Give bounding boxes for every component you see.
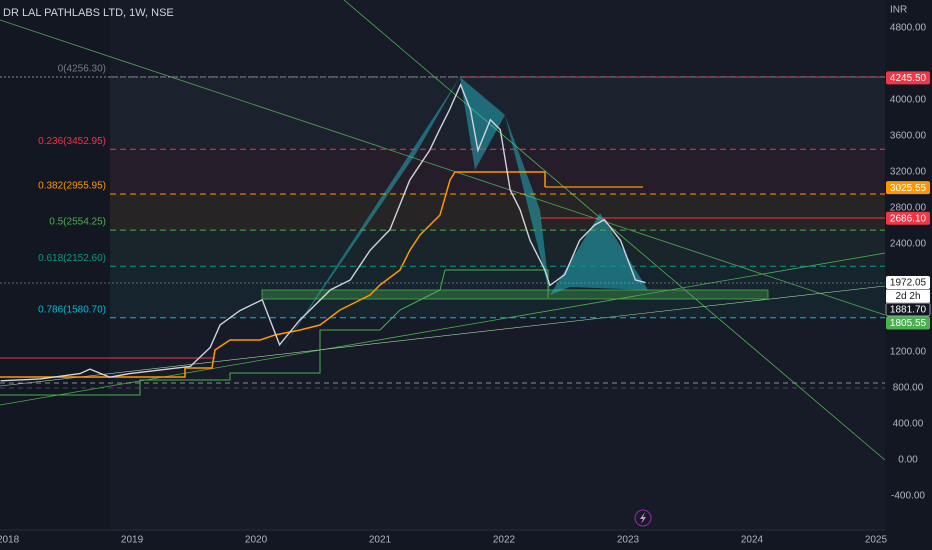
- y-tick-label: -400.00: [891, 491, 925, 502]
- fib-zone: [110, 76, 885, 150]
- trend-line: [0, 19, 886, 316]
- fib-label: 0.786(1580.70): [38, 304, 106, 315]
- price-badge: [885, 302, 931, 317]
- supertrend: [0, 171, 546, 378]
- trend-line: [0, 244, 932, 406]
- y-tick-label: 800.00: [893, 383, 924, 394]
- price-badge-label: 1972.05: [890, 278, 927, 289]
- price-badge: [886, 71, 930, 85]
- currency: INR: [890, 5, 907, 16]
- fib-zone: [110, 193, 885, 231]
- fib-zone: [110, 230, 885, 267]
- fib-zone: [110, 266, 885, 318]
- price-badge: [886, 276, 930, 290]
- y-tick-label: 4000.00: [890, 95, 927, 106]
- trend-line: [0, 285, 886, 387]
- y-tick-label: 400.00: [893, 419, 924, 430]
- x-tick-label: 2018: [0, 535, 20, 546]
- y-tick-label: 1200.00: [890, 347, 927, 358]
- y-tick-label: 3600.00: [890, 131, 927, 142]
- alert-icon[interactable]: [634, 509, 652, 527]
- x-tick-label: 2023: [617, 535, 640, 546]
- price-badge-label: 3025.55: [890, 183, 927, 194]
- price-badge-label: 2686.10: [890, 213, 927, 224]
- pattern: [550, 213, 648, 295]
- y-tick-label: 2400.00: [890, 239, 927, 250]
- chart-title: DR LAL PATHLABS LTD, 1W, NSE: [3, 7, 174, 19]
- price-badge-label: 1881.70: [890, 305, 927, 316]
- step-line: [0, 269, 549, 396]
- pattern: [505, 115, 550, 295]
- price-badge-label: 1805.55: [890, 318, 927, 329]
- plot-shade: [110, 0, 885, 530]
- price-badge-label: 4245.50: [890, 73, 927, 84]
- fib-label: 0.5(2554.25): [49, 217, 106, 228]
- pattern: [460, 77, 505, 170]
- fib-label: 0.618(2152.60): [38, 253, 106, 264]
- fib-label: 0(4256.30): [58, 64, 106, 75]
- price-badge: [886, 211, 930, 225]
- countdown: 2d 2h: [895, 291, 920, 302]
- x-tick-label: 2025: [865, 535, 888, 546]
- support-box: [261, 289, 769, 300]
- x-tick-label: 2024: [741, 535, 764, 546]
- plot: 0(4256.30) 0.236(3452.95) 0.382(2955.95) 0.…: [0, 64, 885, 382]
- fib-zones: [110, 76, 885, 318]
- drawings: [0, 0, 932, 501]
- price-badge: [886, 316, 930, 330]
- price-axis: [885, 0, 932, 550]
- x-tick-label: 2020: [245, 535, 268, 546]
- y-tick-label: 4800.00: [890, 23, 927, 34]
- trend-line: [343, 0, 932, 501]
- fib-label: 0.236(3452.95): [38, 136, 106, 147]
- y-tick-label: 2800.00: [890, 203, 927, 214]
- y-tick-label: 3200.00: [890, 167, 927, 178]
- fib-label: 0.382(2955.95): [38, 181, 106, 192]
- y-tick-label: 0.00: [898, 455, 918, 466]
- x-tick-label: 2021: [369, 535, 392, 546]
- price-line: [0, 82, 646, 382]
- x-tick-label: 2019: [121, 535, 144, 546]
- x-tick-label: 2022: [493, 535, 516, 546]
- alert-icon-bolt: [640, 512, 646, 524]
- time-axis: [0, 530, 932, 550]
- countdown-badge: [886, 289, 930, 303]
- pattern: [280, 77, 460, 352]
- price-badge: [886, 181, 930, 195]
